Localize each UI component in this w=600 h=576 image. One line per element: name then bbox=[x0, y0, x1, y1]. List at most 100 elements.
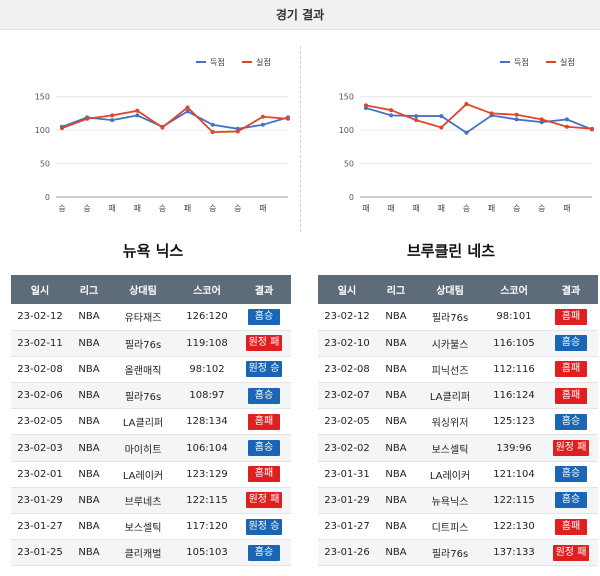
table-row: 23-02-06 NBA 필라76s 108:97 홈승 bbox=[11, 382, 291, 410]
cell-result: 홈승 bbox=[544, 330, 598, 357]
table-row: 23-02-05 NBA 워싱위저 125:123 홈승 bbox=[318, 408, 598, 436]
data-point bbox=[439, 114, 444, 119]
cell-date: 23-01-27 bbox=[318, 513, 376, 541]
cell-opponent: LA레이커 bbox=[109, 461, 177, 488]
cell-league: NBA bbox=[69, 513, 109, 541]
cell-league: NBA bbox=[376, 356, 416, 384]
x-tick-label: 패 bbox=[184, 203, 191, 213]
cell-score: 122:115 bbox=[484, 487, 544, 515]
cell-opponent: 필라76s bbox=[416, 304, 484, 331]
cell-score: 119:108 bbox=[177, 330, 237, 357]
y-tick-label: 100 bbox=[35, 126, 50, 135]
x-tick-label: 승 bbox=[538, 204, 545, 213]
data-point bbox=[489, 111, 494, 116]
result-badge: 홈패 bbox=[555, 361, 587, 378]
data-point bbox=[564, 124, 569, 129]
data-point bbox=[135, 113, 140, 118]
y-tick-label: 0 bbox=[349, 193, 354, 202]
cell-date: 23-01-26 bbox=[318, 539, 376, 567]
cell-result: 홈승 bbox=[237, 434, 291, 462]
x-tick-label: 승 bbox=[234, 204, 241, 213]
data-point bbox=[135, 108, 140, 113]
cell-result: 홈패 bbox=[237, 408, 291, 436]
data-point bbox=[110, 118, 115, 123]
series-line-0 bbox=[61, 110, 289, 130]
y-tick-label: 50 bbox=[40, 160, 50, 169]
table-row: 23-01-26 NBA 필라76s 137:133 원정 패 bbox=[318, 539, 598, 567]
cell-opponent: 보스셀틱 bbox=[109, 513, 177, 541]
cell-opponent: LA클리퍼 bbox=[109, 408, 177, 436]
table-header-row: 일시 리그 상대팀 스코어 결과 bbox=[11, 275, 291, 304]
cell-score: 116:124 bbox=[484, 382, 544, 410]
cell-date: 23-01-29 bbox=[318, 487, 376, 515]
result-badge: 홈패 bbox=[555, 518, 587, 535]
cell-result: 홈패 bbox=[544, 304, 598, 331]
cell-score: 121:104 bbox=[484, 461, 544, 488]
cell-opponent: 뉴욕닉스 bbox=[416, 487, 484, 515]
y-tick-label: 150 bbox=[339, 93, 354, 102]
table-row: 23-01-31 NBA LA레이커 121:104 홈승 bbox=[318, 461, 598, 488]
data-point bbox=[260, 122, 265, 127]
x-tick-label: 승 bbox=[209, 204, 216, 213]
cell-date: 23-02-05 bbox=[318, 408, 376, 436]
cell-result: 원정 승 bbox=[237, 356, 291, 384]
cell-result: 홈패 bbox=[544, 382, 598, 410]
x-tick-label: 승 bbox=[159, 204, 166, 213]
cell-score: 105:103 bbox=[177, 539, 237, 567]
result-badge: 홈승 bbox=[248, 308, 280, 325]
cell-score: 112:116 bbox=[484, 356, 544, 384]
cell-date: 23-02-06 bbox=[11, 382, 69, 410]
data-point bbox=[85, 116, 90, 121]
x-tick-label: 승 bbox=[463, 204, 470, 213]
cell-league: NBA bbox=[376, 408, 416, 436]
table-row: 23-01-29 NBA 브루네츠 122:115 원정 패 bbox=[11, 487, 291, 515]
cell-date: 23-02-01 bbox=[11, 461, 69, 488]
cell-result: 원정 패 bbox=[544, 434, 598, 462]
result-badge: 홈승 bbox=[555, 335, 587, 352]
cell-result: 홈승 bbox=[237, 304, 291, 331]
cell-result: 홈승 bbox=[544, 461, 598, 488]
cell-score: 126:120 bbox=[177, 304, 237, 331]
results-table-knicks: 일시 리그 상대팀 스코어 결과 23-02-12 NBA 유타재즈 126:120 홈승 23-… bbox=[11, 275, 291, 567]
cell-league: NBA bbox=[69, 539, 109, 567]
table-row: 23-02-11 NBA 필라76s 119:108 원정 패 bbox=[11, 330, 291, 357]
data-point bbox=[539, 117, 544, 122]
cell-result: 홈승 bbox=[544, 408, 598, 436]
column-header: 스코어 bbox=[177, 275, 237, 304]
x-tick-label: 패 bbox=[488, 203, 495, 213]
cell-result: 원정 패 bbox=[237, 330, 291, 357]
y-tick-label: 150 bbox=[35, 93, 50, 102]
cell-opponent: 마이히트 bbox=[109, 434, 177, 462]
cell-opponent: 필라76s bbox=[416, 539, 484, 567]
data-point bbox=[514, 112, 519, 117]
result-badge: 홈패 bbox=[555, 308, 587, 325]
x-tick-label: 패 bbox=[438, 203, 445, 213]
table-row: 23-01-27 NBA 보스셀틱 117:120 원정 승 bbox=[11, 513, 291, 541]
result-badge: 홈승 bbox=[555, 413, 587, 430]
cell-opponent: LA레이커 bbox=[416, 461, 484, 488]
data-point bbox=[260, 114, 265, 119]
legend-label: 득점 bbox=[210, 57, 225, 67]
data-point bbox=[210, 122, 215, 127]
cell-league: NBA bbox=[376, 513, 416, 541]
data-point bbox=[414, 114, 419, 119]
data-point bbox=[235, 129, 240, 134]
cell-opponent: 워싱위저 bbox=[416, 408, 484, 436]
data-point bbox=[389, 108, 394, 113]
team-title-knicks: 뉴욕 닉스 bbox=[122, 242, 184, 260]
x-tick-label: 승 bbox=[58, 204, 65, 213]
cell-date: 23-02-08 bbox=[318, 356, 376, 384]
cell-result: 홈패 bbox=[544, 513, 598, 541]
data-point bbox=[464, 102, 469, 107]
chart-divider bbox=[300, 46, 301, 232]
cell-date: 23-01-29 bbox=[11, 487, 69, 515]
cell-date: 23-02-05 bbox=[11, 408, 69, 436]
cell-league: NBA bbox=[69, 330, 109, 357]
column-header: 일시 bbox=[318, 275, 376, 304]
legend-label: 실점 bbox=[560, 57, 575, 67]
column-header: 상대팀 bbox=[109, 275, 177, 304]
cell-score: 139:96 bbox=[484, 434, 544, 462]
cell-score: 125:123 bbox=[484, 408, 544, 436]
result-badge: 원정 패 bbox=[245, 492, 283, 509]
cell-league: NBA bbox=[376, 382, 416, 410]
